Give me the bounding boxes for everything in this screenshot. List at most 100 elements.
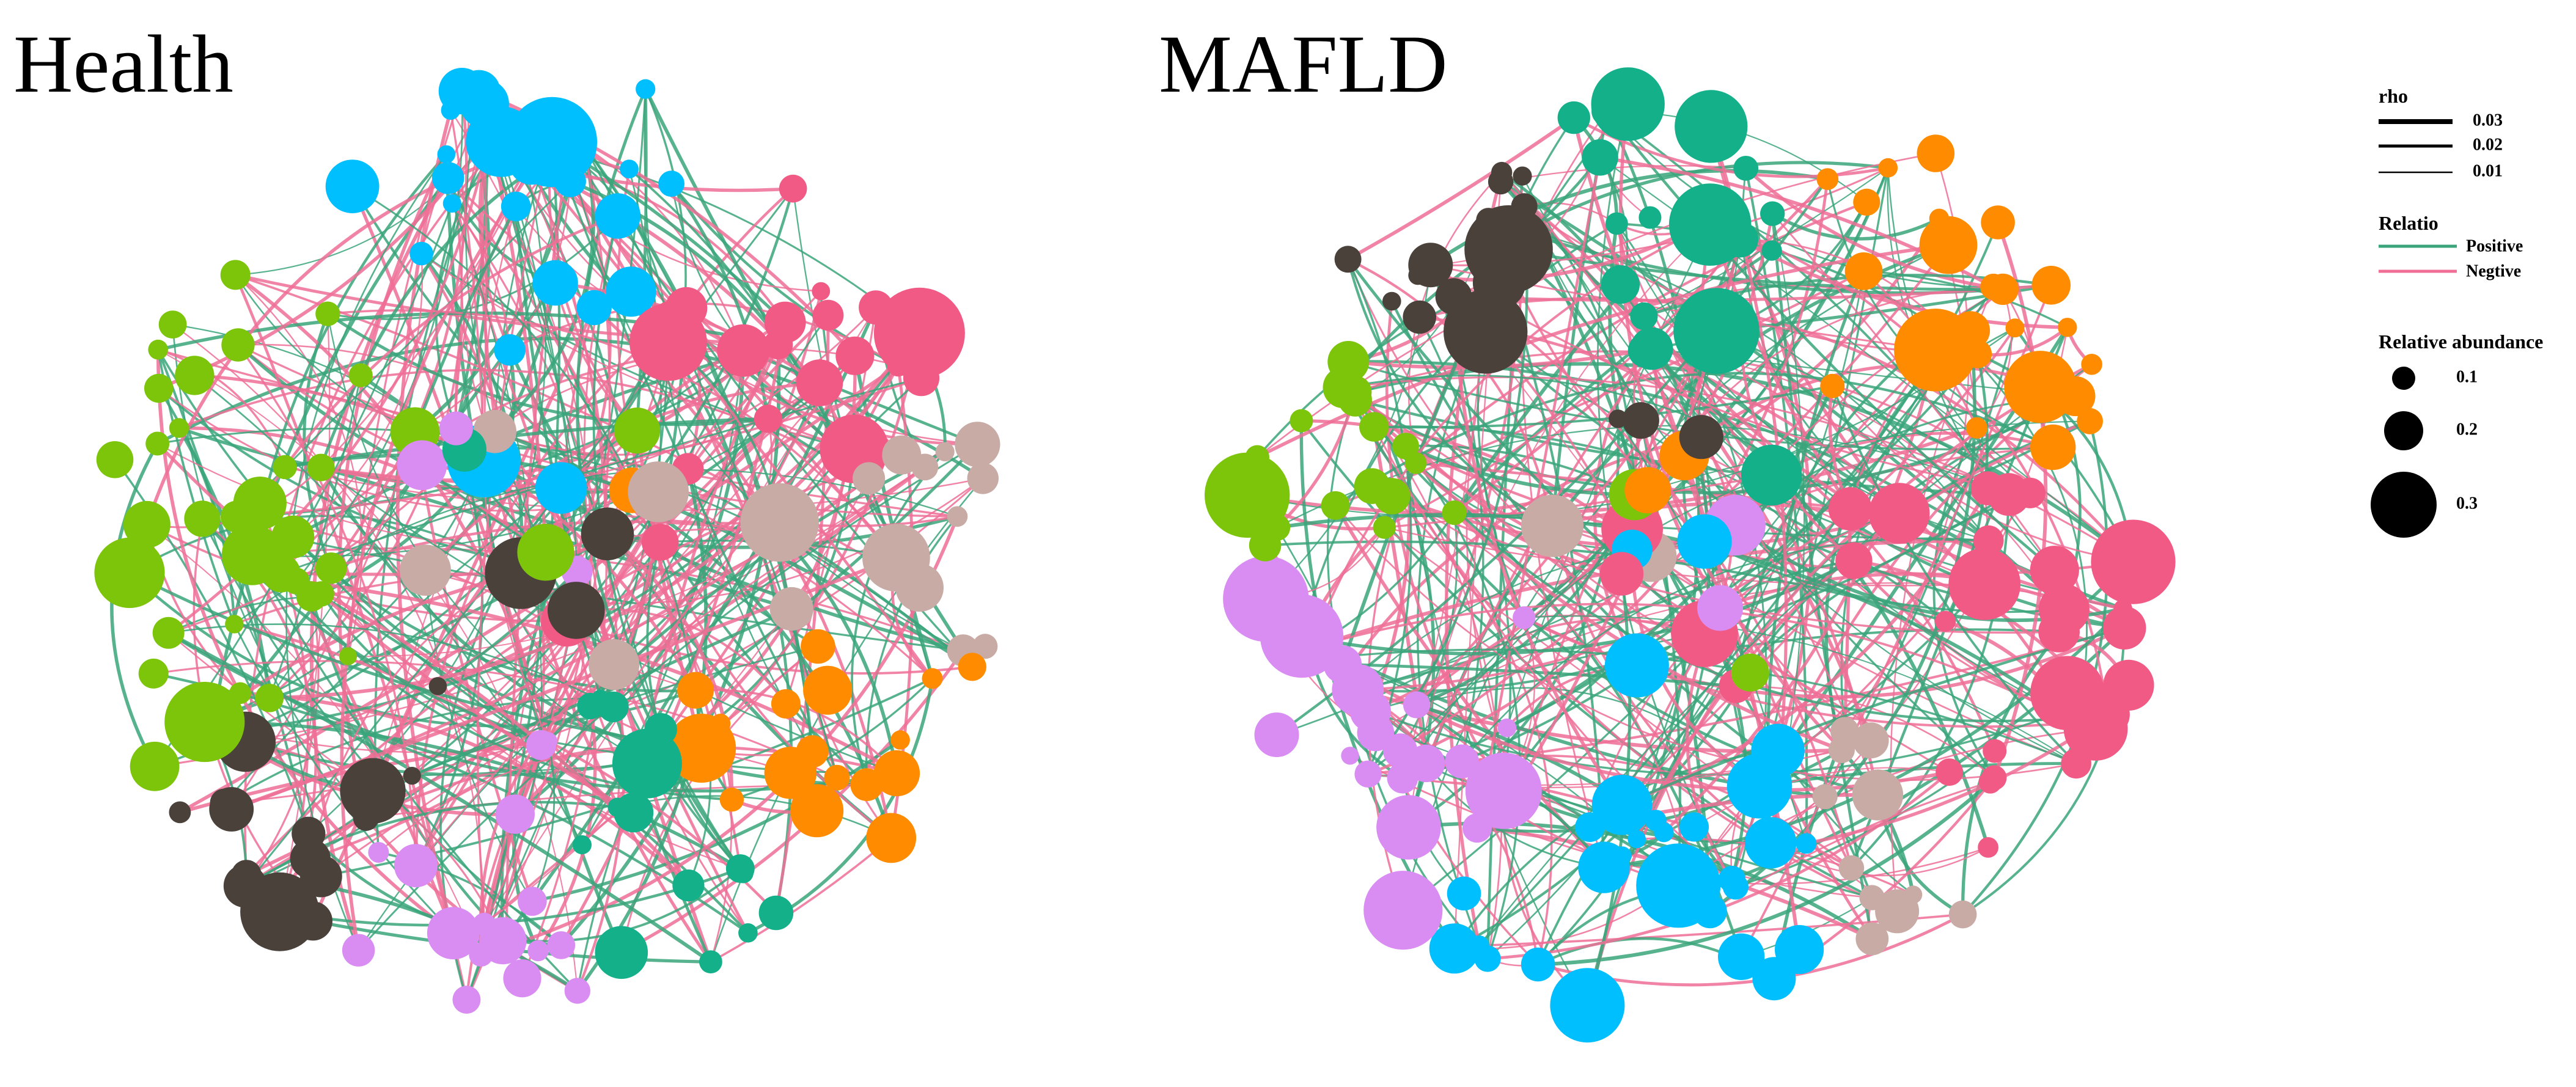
- node: [1327, 341, 1370, 382]
- legend-label: 0.02: [2473, 135, 2503, 154]
- edge: [694, 443, 979, 692]
- node: [796, 735, 829, 768]
- node: [1828, 487, 1872, 531]
- node: [546, 125, 591, 169]
- node: [2030, 546, 2079, 595]
- node: [658, 170, 684, 197]
- node: [339, 647, 358, 665]
- node: [1376, 795, 1441, 860]
- node: [1613, 846, 1632, 865]
- legend-label: Negtive: [2466, 262, 2521, 280]
- node: [876, 753, 911, 786]
- node: [1321, 491, 1350, 520]
- edge: [337, 153, 448, 819]
- node: [1521, 494, 1584, 557]
- edge: [1831, 386, 2077, 764]
- edge: [1425, 763, 1604, 868]
- node: [812, 282, 831, 301]
- node: [457, 70, 501, 113]
- edge: [1524, 615, 2077, 764]
- node: [771, 525, 791, 544]
- node: [1812, 784, 1838, 810]
- node: [1970, 471, 2005, 505]
- node: [1447, 876, 1481, 911]
- node: [612, 728, 682, 799]
- node: [873, 287, 965, 379]
- edge: [1843, 508, 1852, 731]
- edge: [1863, 270, 2068, 329]
- node: [1816, 168, 1839, 190]
- legend-label: 0.01: [2473, 161, 2503, 180]
- node: [1359, 412, 1389, 442]
- node: [169, 801, 191, 824]
- node: [1429, 923, 1480, 974]
- node: [935, 442, 955, 462]
- node: [138, 658, 169, 689]
- node: [1205, 452, 1290, 538]
- node: [882, 435, 922, 475]
- node: [145, 431, 170, 456]
- node: [1741, 444, 1802, 506]
- legend-circle: [2371, 472, 2437, 538]
- node: [1382, 291, 1401, 311]
- node: [409, 241, 433, 266]
- node: [94, 537, 165, 609]
- node: [1605, 212, 1628, 235]
- node: [1630, 302, 1658, 331]
- node: [1718, 933, 1765, 981]
- node: [1408, 243, 1453, 288]
- edge: [531, 741, 556, 902]
- edge: [340, 141, 554, 951]
- node: [348, 363, 373, 387]
- edge: [451, 202, 511, 350]
- node: [1697, 585, 1744, 631]
- node: [1403, 300, 1436, 334]
- node: [572, 835, 592, 855]
- legend-label: 0.1: [2456, 367, 2478, 386]
- edge: [1487, 770, 1951, 961]
- node: [428, 677, 447, 695]
- node: [1627, 830, 1646, 849]
- node: [803, 665, 853, 715]
- node: [1948, 548, 2021, 620]
- edge: [157, 443, 546, 553]
- node: [628, 461, 689, 522]
- legend: rho 0.03 0.02 0.01 Relatio Positive Negt…: [2371, 85, 2543, 538]
- node: [1476, 208, 1501, 233]
- node: [2005, 318, 2025, 338]
- node: [532, 260, 578, 306]
- node: [1557, 101, 1590, 134]
- edge: [1347, 116, 1575, 261]
- edge: [1772, 213, 2055, 571]
- node: [1392, 433, 1420, 459]
- node: [1599, 552, 1644, 596]
- node: [2102, 606, 2146, 650]
- node: [517, 524, 574, 581]
- edge: [158, 348, 286, 468]
- edge: [560, 345, 781, 946]
- node: [233, 477, 287, 530]
- edge: [1478, 364, 2093, 946]
- node: [955, 422, 1000, 467]
- node: [1622, 402, 1659, 439]
- node: [1550, 968, 1625, 1043]
- node: [1349, 690, 1391, 732]
- node: [589, 639, 640, 690]
- legend-label: 0.03: [2473, 111, 2503, 130]
- node: [738, 923, 758, 943]
- edge: [204, 720, 741, 870]
- node: [606, 266, 656, 317]
- edge: [1475, 157, 1602, 829]
- node: [595, 193, 640, 239]
- panel-title: MAFLD: [1159, 19, 1448, 110]
- edge: [1976, 289, 2013, 429]
- node: [271, 515, 315, 558]
- node: [442, 194, 461, 213]
- node: [130, 741, 180, 791]
- edge: [1417, 218, 1710, 282]
- node: [144, 373, 174, 403]
- node: [1497, 718, 1517, 737]
- edge: [1832, 385, 2134, 563]
- edge: [235, 274, 363, 657]
- node: [1601, 265, 1640, 304]
